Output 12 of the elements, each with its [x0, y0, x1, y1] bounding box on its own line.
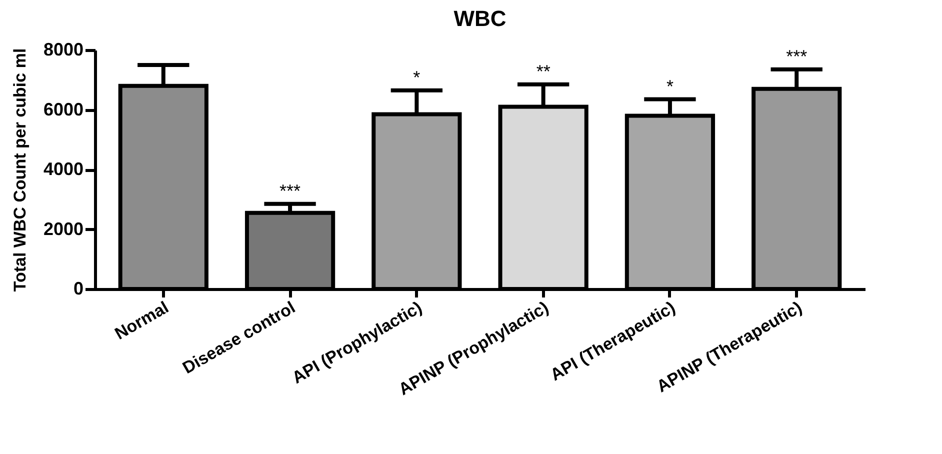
y-tick-label: 0: [73, 278, 84, 298]
y-axis-title: Total WBC Count per cubic ml: [10, 48, 30, 292]
annotation: *: [666, 76, 674, 96]
annotation: ***: [786, 46, 808, 66]
y-tick-label: 6000: [43, 99, 84, 120]
y-tick-label: 4000: [43, 159, 84, 179]
chart-title: WBC: [454, 6, 506, 31]
annotation: **: [536, 61, 550, 82]
y-tick-label: 2000: [43, 218, 84, 239]
y-tick-label: 8000: [43, 40, 84, 60]
annotation: *: [413, 67, 420, 88]
annotation: ***: [280, 180, 301, 201]
